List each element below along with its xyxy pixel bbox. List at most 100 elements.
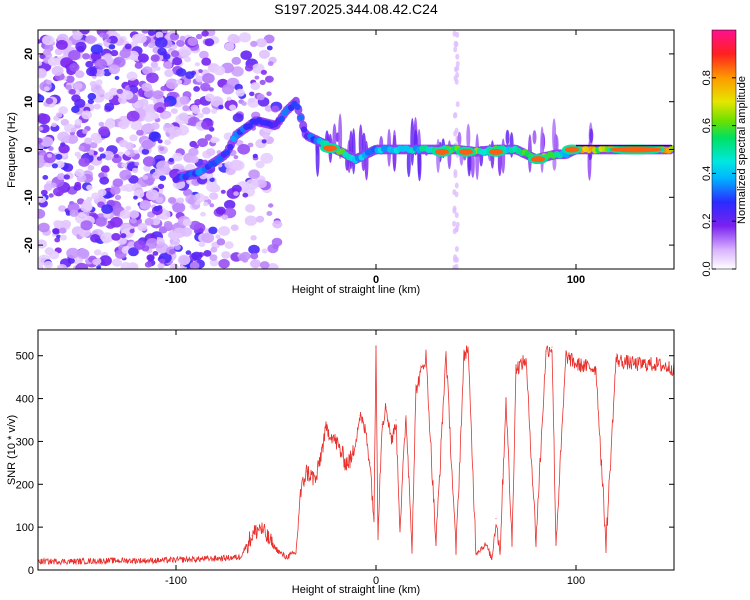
heatmap-ridge-cell	[294, 104, 300, 110]
heatmap-bright-blob	[323, 145, 337, 151]
heatmap-noise-blob	[91, 44, 103, 54]
heatmap-noise-blob	[156, 161, 169, 172]
heatmap-noise-blob	[145, 262, 152, 268]
snr-y-tick-label: 0	[28, 565, 34, 577]
heatmap-noise-blob	[228, 34, 240, 44]
heatmap-noise-blob	[171, 50, 179, 57]
heatmap-noise-blob	[210, 137, 218, 144]
heatmap-noise-blob	[455, 54, 459, 60]
heatmap-noise-blob	[164, 221, 172, 228]
heatmap-noise-blob	[214, 66, 225, 76]
heatmap-noise-blob	[35, 95, 44, 103]
heatmap-noise-blob	[259, 50, 270, 59]
heatmap-noise-blob	[249, 92, 254, 97]
heatmap-noise-blob	[181, 227, 192, 236]
heatmap-noise-blob	[92, 259, 99, 265]
heatmap-noise-blob	[58, 144, 69, 153]
heatmap-noise-blob	[142, 28, 149, 34]
heatmap-noise-blob	[94, 249, 101, 255]
heatmap-noise-blob	[221, 251, 230, 259]
heatmap-noise-blob	[120, 233, 126, 238]
heatmap-noise-blob	[164, 69, 173, 77]
heatmap-noise-blob	[60, 235, 67, 241]
heatmap-noise-blob	[245, 216, 257, 226]
heatmap-noise-blob	[209, 203, 214, 207]
heatmap-noise-blob	[160, 86, 166, 91]
snr-data-point	[655, 364, 656, 365]
heatmap-noise-blob	[253, 154, 258, 158]
colorbar	[712, 30, 736, 269]
snr-data-point	[345, 462, 346, 463]
heatmap-noise-blob	[455, 246, 459, 252]
heatmap-streak	[540, 126, 544, 173]
heatmap-noise-blob	[267, 46, 273, 51]
heatmap-noise-blob	[80, 220, 92, 230]
snr-data-point	[315, 479, 316, 480]
heatmap-noise-blob	[44, 183, 53, 191]
heatmap-noise-blob	[265, 76, 274, 83]
heatmap-noise-blob	[260, 153, 273, 164]
heatmap-noise-blob	[199, 51, 209, 59]
snr-data-point	[75, 561, 76, 562]
heatmap-noise-blob	[453, 31, 457, 37]
heatmap-noise-blob	[49, 193, 54, 197]
snr-y-tick-label: 300	[16, 436, 34, 448]
heatmap-noise-blob	[193, 86, 200, 92]
chart-canvas: S197.2025.344.08.42.C24 -100 0 100-20-1001…	[0, 0, 750, 600]
heatmap-noise-blob	[97, 157, 102, 161]
snr-data-point	[491, 559, 492, 560]
snr-data-point	[225, 557, 226, 558]
heatmap-noise-blob	[42, 175, 48, 180]
snr-axes: -100 0 1000100200300400500	[16, 330, 674, 587]
heatmap-noise-blob	[103, 34, 109, 39]
heatmap-noise-blob	[455, 183, 459, 189]
heatmap-noise-blob	[190, 156, 199, 164]
heatmap-noise-blob	[256, 38, 267, 47]
snr-data-point	[485, 544, 486, 545]
heatmap-noise-blob	[454, 41, 458, 47]
heatmap-noise-blob	[132, 168, 138, 173]
heatmap-noise-blob	[134, 240, 146, 250]
heatmap-bright-blob	[531, 156, 545, 162]
heatmap-noise-blob	[120, 49, 131, 58]
heatmap-noise-blob	[182, 105, 189, 111]
heatmap-bright-blob	[565, 147, 579, 153]
heatmap-noise-blob	[222, 84, 234, 94]
heatmap-noise-blob	[180, 50, 190, 58]
heatmap-noise-blob	[221, 190, 226, 194]
heatmap-noise-blob	[106, 39, 111, 43]
heatmap-noise-blob	[75, 70, 84, 78]
heatmap-noise-blob	[217, 238, 226, 245]
heatmap-noise-blob	[159, 175, 166, 181]
heatmap-noise-blob	[250, 41, 257, 47]
heatmap-noise-blob	[178, 255, 191, 266]
heatmap-ridge-cell	[278, 116, 284, 122]
heatmap-noise-blob	[200, 212, 206, 217]
snr-data-point	[575, 364, 576, 365]
heatmap-noise-blob	[218, 259, 229, 269]
heatmap-noise-blob	[75, 182, 82, 188]
heatmap-noise-blob	[260, 261, 270, 269]
heatmap-noise-blob	[170, 33, 179, 41]
heatmap-noise-blob	[61, 220, 71, 228]
colorbar-tick-label: 0.2	[701, 214, 713, 229]
heatmap-noise-blob	[170, 263, 179, 270]
heatmap-noise-blob	[191, 252, 202, 261]
heatmap-noise-blob	[130, 229, 135, 233]
heatmap-noise-blob	[82, 129, 88, 134]
snr-data-point	[285, 557, 286, 558]
heatmap-noise-blob	[69, 63, 79, 72]
heatmap-noise-blob	[75, 263, 88, 274]
heatmap-noise-blob	[119, 170, 131, 180]
heatmap-noise-blob	[192, 107, 200, 114]
heatmap-noise-blob	[121, 163, 127, 168]
heatmap-noise-blob	[59, 228, 66, 234]
heatmap-streak	[352, 128, 356, 174]
heatmap-streak	[365, 141, 369, 181]
heatmap-noise-blob	[35, 69, 46, 79]
snr-data-point	[335, 441, 336, 442]
heatmap-noise-blob	[38, 127, 43, 131]
heatmap-noise-blob	[176, 68, 186, 77]
heatmap-y-tick-label: 0	[23, 146, 35, 152]
snr-data-point	[551, 347, 552, 348]
